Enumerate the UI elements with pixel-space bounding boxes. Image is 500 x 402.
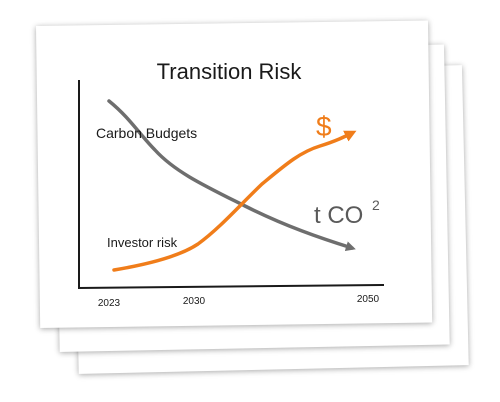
x-tick-2050: 2050: [357, 294, 380, 305]
paper-stack: [36, 20, 469, 374]
emissions-unit-text: t CO: [314, 202, 363, 229]
emissions-label: t CO 2: [314, 197, 380, 229]
x-axis: [77, 284, 385, 289]
carbon-budget-line: [107, 99, 356, 251]
emissions-superscript: 2: [372, 197, 380, 213]
x-tick-2030: 2030: [183, 296, 206, 307]
investor-risk-line: [112, 130, 357, 272]
investor-risk-label: Investor risk: [107, 235, 178, 250]
front-sheet: [36, 20, 433, 328]
x-tick-2023: 2023: [98, 298, 121, 309]
diagram-title: Transition Risk: [157, 59, 303, 84]
dollar-sign-label: $: [316, 111, 332, 142]
carbon-budgets-label: Carbon Budgets: [96, 125, 197, 141]
